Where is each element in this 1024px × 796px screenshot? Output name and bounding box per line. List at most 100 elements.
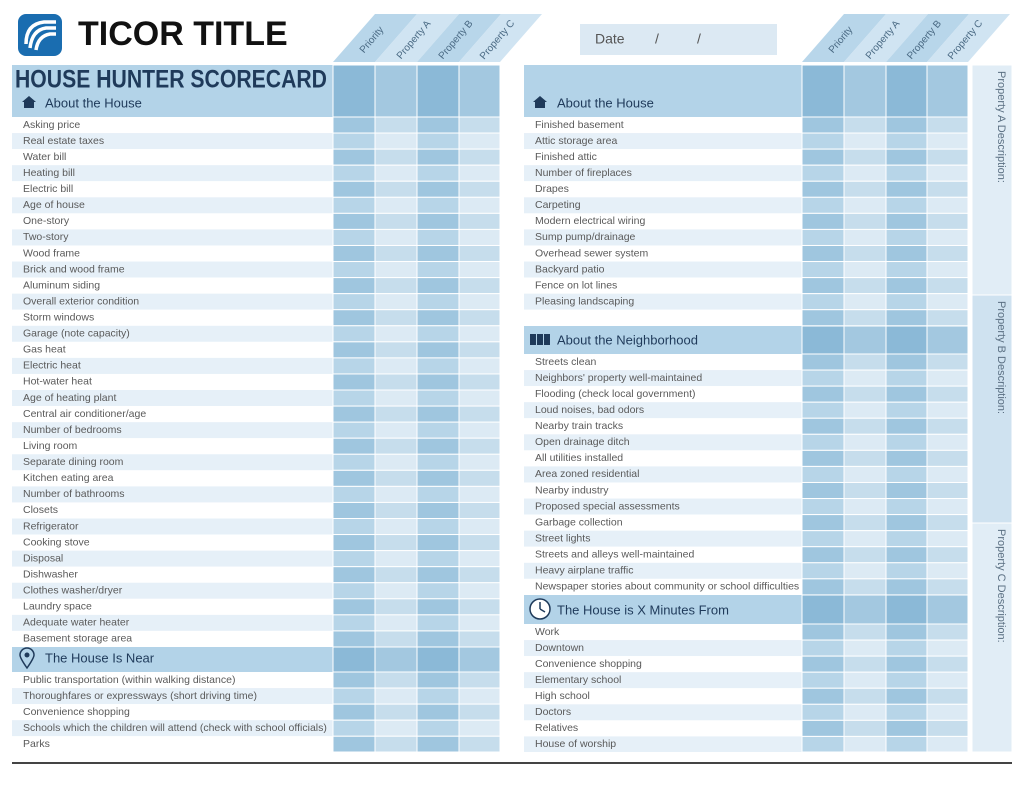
row-bg xyxy=(524,562,802,579)
score-cell xyxy=(374,212,418,230)
score-cell xyxy=(458,196,501,214)
score-cell xyxy=(885,116,928,134)
row-label: Dishwasher xyxy=(23,568,78,580)
section-title: About the Neighborhood xyxy=(557,332,698,347)
row-label: Adequate water heater xyxy=(23,617,130,629)
row-bg xyxy=(12,293,333,310)
row-label: Neighbors' property well-maintained xyxy=(535,372,702,384)
row-label: Nearby industry xyxy=(535,484,609,496)
score-cell xyxy=(926,687,969,705)
row-label: Real estate taxes xyxy=(23,135,104,147)
score-cell xyxy=(885,530,928,548)
score-cell xyxy=(458,582,501,600)
header-cell xyxy=(843,64,887,118)
score-cell xyxy=(885,719,928,737)
row-bg xyxy=(12,245,333,262)
row-label: Separate dining room xyxy=(23,456,124,468)
row-bg xyxy=(524,402,802,419)
row-bg xyxy=(12,325,333,342)
row-bg xyxy=(524,117,802,134)
score-cell xyxy=(458,261,501,279)
row-label: Convenience shopping xyxy=(23,706,130,718)
header-cell xyxy=(332,64,376,118)
score-cell xyxy=(801,546,845,564)
row-label: Schools which the children will attend (… xyxy=(23,722,327,734)
score-cell xyxy=(885,228,928,246)
score-cell xyxy=(458,164,501,182)
score-cell xyxy=(416,469,460,487)
score-cell xyxy=(926,385,969,403)
row-label: Garage (note capacity) xyxy=(23,328,130,340)
score-cell xyxy=(374,703,418,721)
row-label: Overall exterior condition xyxy=(23,295,139,307)
score-cell xyxy=(332,389,376,407)
score-cell xyxy=(332,164,376,182)
score-cell xyxy=(843,401,887,419)
score-cell xyxy=(332,212,376,230)
score-cell xyxy=(926,498,969,516)
score-cell xyxy=(458,566,501,584)
score-cell xyxy=(926,433,969,451)
score-cell xyxy=(801,293,845,311)
row-bg xyxy=(524,688,802,705)
score-cell xyxy=(885,671,928,689)
score-cell xyxy=(374,630,418,648)
score-cell xyxy=(801,385,845,403)
score-cell xyxy=(843,530,887,548)
row-label: Number of bathrooms xyxy=(23,488,125,500)
score-cell xyxy=(885,449,928,467)
row-label: One-story xyxy=(23,215,70,227)
header-cell xyxy=(801,64,845,118)
row-bg xyxy=(524,530,802,547)
row-bg xyxy=(12,454,333,471)
row-bg xyxy=(524,245,802,262)
score-cell xyxy=(374,164,418,182)
row-bg xyxy=(524,624,802,641)
score-cell xyxy=(416,116,460,134)
row-label: Refrigerator xyxy=(23,520,79,532)
score-cell xyxy=(885,293,928,311)
score-cell xyxy=(332,518,376,536)
house-icon xyxy=(533,96,547,108)
score-cell xyxy=(843,261,887,279)
score-cell xyxy=(458,719,501,737)
row-label: Convenience shopping xyxy=(535,658,642,670)
score-cell xyxy=(885,401,928,419)
header-cell xyxy=(374,646,418,673)
header-cell xyxy=(926,594,969,625)
score-cell xyxy=(801,578,845,596)
score-cell xyxy=(374,582,418,600)
row-label: Carpeting xyxy=(535,199,581,211)
score-cell xyxy=(843,481,887,500)
row-bg xyxy=(12,213,333,230)
score-cell xyxy=(458,357,501,375)
score-cell xyxy=(374,437,418,455)
score-cell xyxy=(801,196,845,214)
row-bg xyxy=(12,181,333,198)
score-cell xyxy=(926,530,969,548)
row-label: Street lights xyxy=(535,532,590,544)
score-cell xyxy=(332,501,376,520)
row-bg xyxy=(524,704,802,721)
score-cell xyxy=(332,614,376,632)
row-label: Finished basement xyxy=(535,119,624,131)
header-cell xyxy=(885,594,928,625)
score-cell xyxy=(885,623,928,641)
score-cell xyxy=(458,534,501,552)
score-cell xyxy=(926,309,969,327)
row-label: Pleasing landscaping xyxy=(535,295,634,307)
score-cell xyxy=(843,671,887,689)
section-title: About the House xyxy=(557,95,654,110)
row-label: Asking price xyxy=(23,119,80,131)
score-cell xyxy=(416,244,460,263)
row-bg xyxy=(12,688,333,705)
score-cell xyxy=(416,735,460,753)
row-bg xyxy=(524,418,802,435)
row-bg xyxy=(524,149,802,166)
score-cell xyxy=(458,116,501,134)
score-cell xyxy=(801,687,845,705)
row-label: Age of heating plant xyxy=(23,392,116,404)
row-label: Nearby train tracks xyxy=(535,420,623,432)
score-cell xyxy=(926,514,969,532)
